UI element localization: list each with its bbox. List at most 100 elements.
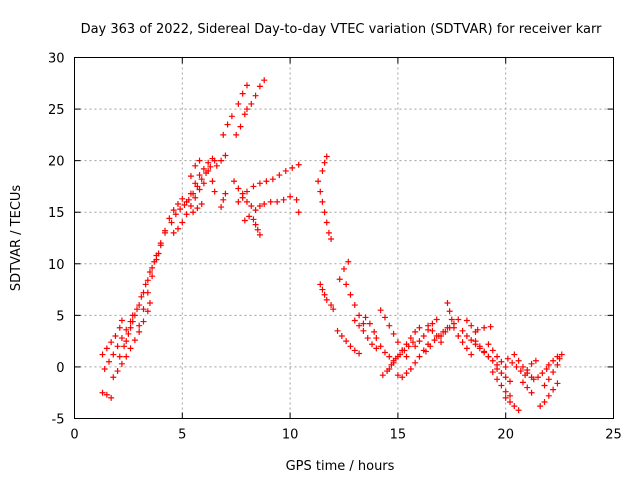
data-point (205, 159, 212, 166)
data-point (498, 370, 505, 377)
data-point (416, 338, 423, 345)
data-point (256, 180, 263, 187)
data-point (269, 176, 276, 183)
series-arc-52 (519, 379, 535, 396)
data-point (412, 328, 419, 335)
data-point (433, 316, 440, 323)
data-point (123, 338, 130, 345)
data-point (131, 337, 138, 344)
data-point (343, 281, 350, 288)
y-tick-label: 20 (48, 155, 65, 170)
data-point (328, 236, 335, 243)
data-point (524, 367, 531, 374)
data-point (198, 200, 205, 207)
data-point (386, 365, 393, 372)
series-arc-36 (394, 341, 432, 381)
data-point (146, 269, 153, 276)
data-point (140, 318, 147, 325)
data-point (554, 361, 561, 368)
data-point (319, 286, 326, 293)
data-point (157, 242, 164, 249)
data-point (366, 320, 373, 327)
axis-ticks: 0 5 10 15 20 25 -5 0 5 10 15 20 25 30 (48, 52, 622, 443)
data-point (192, 180, 199, 187)
data-point (105, 358, 112, 365)
data-point (108, 339, 115, 346)
data-point (468, 337, 475, 344)
data-point (166, 215, 173, 222)
data-point (243, 82, 250, 89)
data-point (537, 403, 544, 410)
data-point (248, 100, 255, 107)
data-point (485, 341, 492, 348)
data-point (179, 195, 186, 202)
data-point (442, 328, 449, 335)
data-point (334, 327, 341, 334)
data-point (360, 320, 367, 327)
data-point (416, 353, 423, 360)
data-point (390, 330, 397, 337)
series-arc-18 (235, 82, 250, 107)
x-tick-label: 5 (178, 428, 186, 443)
data-point (498, 358, 505, 365)
data-point (463, 345, 470, 352)
data-point (407, 335, 414, 342)
data-point (403, 370, 410, 377)
data-point (399, 374, 406, 381)
data-point (356, 322, 363, 329)
data-point (323, 219, 330, 226)
x-tick-label: 15 (390, 428, 407, 443)
data-point (222, 190, 229, 197)
data-point (429, 327, 436, 334)
data-point (207, 163, 214, 170)
data-point (455, 316, 462, 323)
data-point (321, 209, 328, 216)
data-point (399, 347, 406, 354)
data-point (194, 205, 201, 212)
data-point (409, 339, 416, 346)
data-point (200, 180, 207, 187)
data-point (459, 327, 466, 334)
data-point (237, 123, 244, 130)
data-point (153, 256, 160, 263)
data-point (528, 389, 535, 396)
data-point (295, 209, 302, 216)
data-point (127, 324, 134, 331)
data-point (134, 306, 141, 313)
data-point (513, 363, 520, 370)
data-point (254, 226, 261, 233)
data-point (371, 328, 378, 335)
data-point (325, 229, 332, 236)
data-point (187, 173, 194, 180)
data-point (187, 190, 194, 197)
data-point (550, 357, 557, 364)
data-point (228, 113, 235, 120)
data-point (489, 347, 496, 354)
data-point (131, 312, 138, 319)
data-point (463, 332, 470, 339)
data-point (235, 198, 242, 205)
data-point (108, 394, 115, 401)
y-tick-label: -5 (52, 413, 65, 428)
data-point (364, 335, 371, 342)
y-tick-label: 30 (48, 52, 65, 67)
data-point (162, 227, 169, 234)
data-point (321, 291, 328, 298)
data-point (118, 360, 125, 367)
data-point (459, 339, 466, 346)
series-arc-15 (218, 190, 229, 211)
series-arc-31 (351, 317, 380, 352)
data-point (144, 308, 151, 315)
data-point (319, 167, 326, 174)
data-point (252, 92, 259, 99)
data-point (170, 207, 177, 214)
series-arc-47 (489, 369, 514, 399)
data-point (438, 339, 445, 346)
data-point (127, 345, 134, 352)
data-point (218, 157, 225, 164)
x-tick-label: 10 (282, 428, 299, 443)
series-arc-24 (250, 216, 263, 238)
data-point (200, 165, 207, 172)
data-point (550, 369, 557, 376)
data-point (468, 322, 475, 329)
